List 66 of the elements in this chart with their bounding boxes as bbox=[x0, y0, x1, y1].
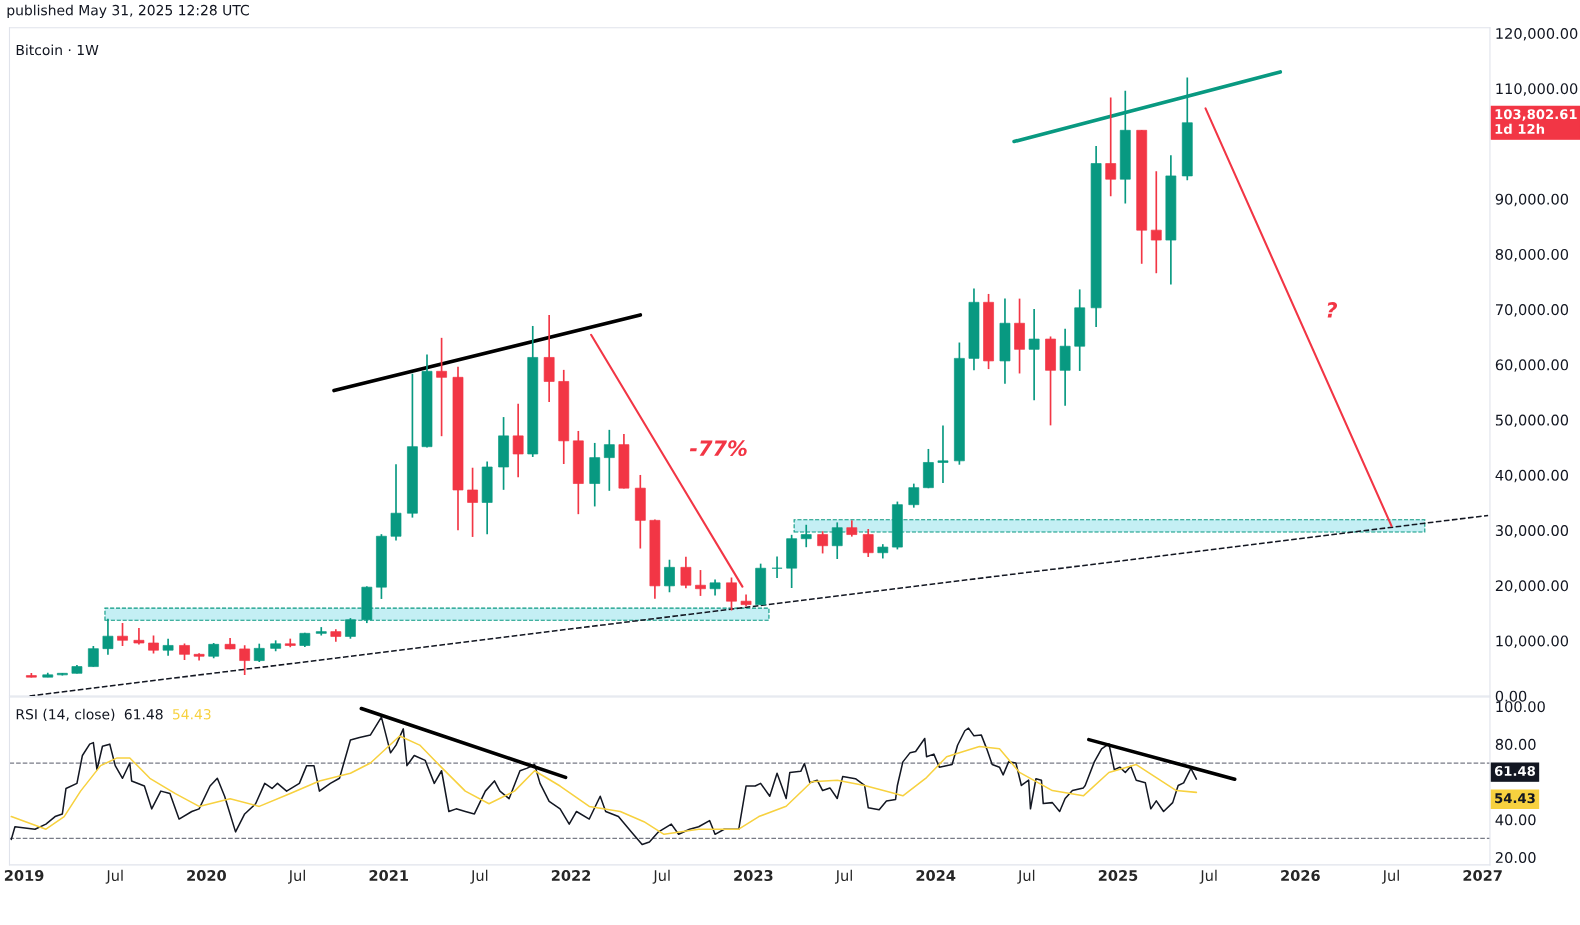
y-tick-label: 30,000.00 bbox=[1495, 525, 1569, 538]
candlestick bbox=[1150, 170, 1162, 275]
candlestick bbox=[726, 576, 737, 612]
candlestick bbox=[603, 429, 615, 492]
y-tick-label: 0.00 bbox=[1495, 690, 1527, 702]
annotation: ? bbox=[1327, 302, 1338, 318]
candlestick bbox=[1028, 308, 1040, 402]
x-tick-label: 2021 bbox=[369, 869, 408, 882]
y-tick-label: 110,000.00 bbox=[1496, 83, 1578, 96]
candlestick bbox=[117, 622, 128, 647]
y-tick-label: 40,000.00 bbox=[1495, 469, 1569, 483]
x-tick-label: 2023 bbox=[734, 869, 773, 882]
y-tick-label: 60,000.00 bbox=[1495, 359, 1569, 372]
y-tick-label: 80,000.00 bbox=[1495, 248, 1569, 262]
candlestick bbox=[467, 466, 478, 538]
x-tick-label: 2027 bbox=[1463, 869, 1502, 882]
y-tick-label: 120,000.00 bbox=[1496, 27, 1578, 41]
x-tick-label: Jul bbox=[652, 869, 670, 884]
text: 54.43 bbox=[1495, 793, 1535, 804]
candlestick bbox=[1105, 96, 1117, 198]
candlestick bbox=[680, 555, 692, 590]
candlestick bbox=[695, 569, 706, 597]
text: Bitcoin · 1W bbox=[16, 44, 99, 56]
annotation: 54.43 bbox=[173, 708, 211, 720]
text: RSI (14, close) bbox=[16, 708, 115, 722]
candlestick bbox=[937, 424, 949, 484]
y-tick-label: 20.00 bbox=[1495, 852, 1536, 864]
x-tick-label: 2019 bbox=[4, 869, 44, 882]
candlestick bbox=[862, 528, 874, 558]
y-tick-label: 80.00 bbox=[1495, 738, 1536, 750]
text: 103,802.61 1d 12h bbox=[1495, 109, 1577, 134]
y-tick-label: 50,000.00 bbox=[1495, 414, 1569, 428]
chart-subtitle: published May 31, 2025 12:28 UTC bbox=[7, 4, 249, 19]
candlestick bbox=[87, 645, 99, 668]
x-tick-label: Jul bbox=[1381, 869, 1399, 884]
candlestick bbox=[771, 555, 783, 579]
candlestick bbox=[390, 463, 402, 542]
text: 61.48 bbox=[1494, 765, 1536, 776]
x-tick-label: Jul bbox=[470, 869, 488, 884]
x-tick-label: 2026 bbox=[1281, 869, 1320, 882]
y-tick-label: 10,000.00 bbox=[1496, 635, 1569, 648]
candlestick bbox=[908, 482, 920, 509]
candlestick bbox=[512, 402, 524, 479]
y-tick-label: 40.00 bbox=[1495, 814, 1536, 826]
candlestick bbox=[133, 627, 145, 646]
candlestick bbox=[253, 642, 265, 663]
candlestick bbox=[239, 644, 251, 676]
x-tick-label: 2024 bbox=[916, 869, 956, 882]
y-tick-label: 70,000.00 bbox=[1496, 304, 1569, 317]
candlestick bbox=[664, 558, 675, 594]
x-tick-label: Jul bbox=[288, 869, 305, 884]
x-tick-label: 2020 bbox=[187, 869, 226, 882]
annotation: -77% bbox=[689, 440, 747, 457]
x-tick-label: Jul bbox=[834, 869, 852, 884]
x-tick-label: Jul bbox=[1199, 869, 1217, 884]
y-tick-label: 20,000.00 bbox=[1495, 580, 1569, 593]
line-series bbox=[10, 735, 1198, 836]
y-tick-label: 90,000.00 bbox=[1495, 193, 1569, 207]
candlestick bbox=[817, 530, 828, 555]
x-tick-label: 2025 bbox=[1098, 869, 1138, 882]
x-tick-label: Jul bbox=[1017, 869, 1035, 884]
x-tick-label: 2022 bbox=[551, 869, 591, 882]
x-tick-label: Jul bbox=[105, 869, 123, 884]
candlestick bbox=[436, 337, 447, 438]
y-tick-label: 100.00 bbox=[1496, 701, 1545, 713]
annotation: 61.48 bbox=[124, 708, 163, 720]
